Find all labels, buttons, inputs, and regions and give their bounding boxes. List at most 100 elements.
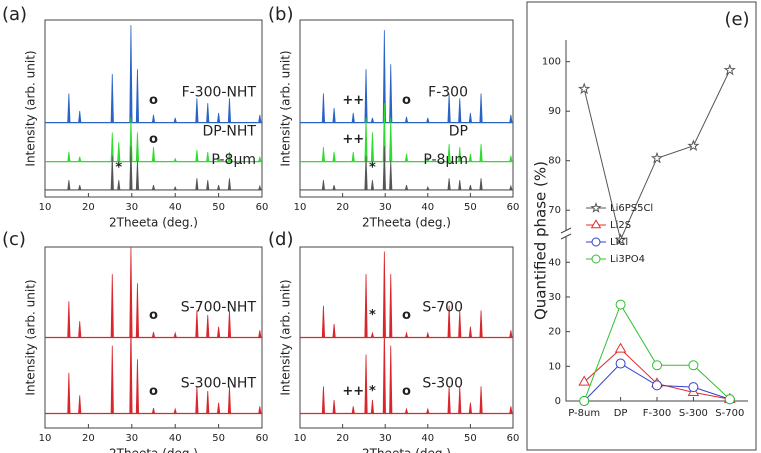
diffraction-peak bbox=[447, 386, 451, 414]
series-label: S-700-NHT bbox=[181, 300, 257, 316]
series-label: DP-NHT bbox=[202, 124, 256, 140]
y-tick-label: 40 bbox=[548, 257, 561, 268]
y-tick-label: 0 bbox=[555, 396, 561, 407]
diffraction-peak bbox=[110, 73, 114, 124]
data-point bbox=[615, 299, 626, 310]
data-point bbox=[652, 380, 662, 391]
diffraction-peak bbox=[370, 117, 375, 124]
diffraction-peak bbox=[364, 155, 368, 191]
x-tick-label: 50 bbox=[212, 433, 225, 444]
panel-e-border bbox=[526, 1, 757, 451]
diffraction-peak bbox=[216, 326, 221, 338]
diffraction-peak bbox=[468, 326, 473, 338]
peak-annotation: * bbox=[115, 160, 122, 175]
diffraction-peak bbox=[404, 184, 409, 191]
x-tick-label: 30 bbox=[379, 202, 392, 213]
diffraction-peak bbox=[258, 330, 262, 338]
diffraction-peak bbox=[364, 69, 368, 124]
y-tick-label: 30 bbox=[548, 292, 561, 303]
x-tick-label: 50 bbox=[464, 433, 477, 444]
diffraction-peak bbox=[458, 98, 462, 124]
y-tick-label: 100 bbox=[542, 57, 561, 68]
diffraction-peak bbox=[370, 399, 375, 414]
diffraction-peak bbox=[364, 274, 368, 338]
x-tick-label: S-700 bbox=[715, 408, 744, 419]
diffraction-peak bbox=[509, 184, 513, 191]
diffraction-peak bbox=[509, 114, 513, 124]
x-tick-label: 30 bbox=[125, 433, 138, 444]
data-point bbox=[591, 254, 601, 264]
peak-annotation: o bbox=[402, 93, 411, 108]
y-tick-label: 20 bbox=[548, 327, 561, 338]
diffraction-peak bbox=[447, 93, 451, 124]
diffraction-peak bbox=[227, 151, 232, 162]
series-label: S-700 bbox=[422, 300, 463, 316]
diffraction-peak bbox=[370, 132, 375, 162]
y-axis-label: Intensity (arb. unit) bbox=[279, 50, 293, 166]
x-tick-label: 50 bbox=[464, 202, 477, 213]
diffraction-peak bbox=[404, 116, 409, 124]
diffraction-peak bbox=[206, 390, 210, 414]
y-tick-label: 10 bbox=[548, 361, 561, 372]
diffraction-peak bbox=[404, 331, 409, 338]
peak-annotation: o bbox=[402, 384, 411, 399]
x-tick-label: 60 bbox=[507, 433, 520, 444]
data-point bbox=[723, 63, 736, 76]
diffraction-peak bbox=[258, 114, 262, 124]
diffraction-peak bbox=[389, 64, 393, 124]
diffraction-peak bbox=[151, 146, 156, 162]
series-label: S-300-NHT bbox=[181, 376, 257, 392]
diffraction-peak bbox=[216, 184, 221, 191]
peak-annotation: * bbox=[369, 384, 376, 399]
diffraction-peak bbox=[321, 180, 326, 191]
diffraction-peak bbox=[426, 117, 430, 124]
diffraction-peak bbox=[321, 305, 326, 338]
diffraction-peak bbox=[382, 327, 386, 414]
diffraction-peak bbox=[389, 117, 393, 162]
diffraction-peak bbox=[206, 103, 210, 124]
data-point bbox=[590, 219, 602, 229]
diffraction-peak bbox=[332, 184, 336, 191]
diffraction-peak bbox=[129, 323, 133, 414]
x-tick-label: 20 bbox=[82, 433, 95, 444]
x-axis-label: 2Theeta (deg.) bbox=[109, 447, 198, 453]
y-axis-label: Intensity (arb. unit) bbox=[24, 279, 38, 395]
diffraction-peak bbox=[447, 178, 451, 191]
diffraction-peak bbox=[332, 108, 336, 124]
x-tick-label: 20 bbox=[82, 202, 95, 213]
diffraction-peak bbox=[351, 406, 355, 414]
y-tick-label: 80 bbox=[548, 156, 561, 167]
diffraction-peak bbox=[206, 314, 210, 338]
data-point bbox=[591, 237, 601, 247]
diffraction-peak bbox=[227, 310, 232, 338]
diffraction-peak bbox=[78, 156, 82, 162]
x-axis-label: 2Theeta (deg.) bbox=[109, 216, 198, 230]
diffraction-peak bbox=[447, 144, 451, 162]
diffraction-peak bbox=[67, 301, 71, 338]
diffraction-peak bbox=[151, 331, 156, 338]
plot-frame bbox=[299, 19, 514, 198]
x-tick-label: 40 bbox=[169, 433, 182, 444]
diffraction-peak bbox=[110, 274, 114, 338]
diffraction-peak bbox=[404, 153, 409, 162]
diffraction-peak bbox=[364, 117, 368, 162]
diffraction-peak bbox=[479, 144, 483, 162]
diffraction-peak bbox=[151, 114, 156, 124]
diffraction-peak bbox=[468, 112, 473, 124]
diffraction-peak bbox=[151, 184, 156, 191]
data-point bbox=[650, 151, 664, 164]
diffraction-peak bbox=[458, 386, 462, 414]
x-tick-label: S-300 bbox=[679, 408, 708, 419]
diffraction-peak bbox=[370, 180, 375, 191]
diffraction-peak bbox=[332, 323, 336, 338]
diffraction-peak bbox=[332, 399, 336, 414]
x-tick-label: 10 bbox=[39, 202, 52, 213]
diffraction-peak bbox=[458, 146, 462, 162]
diffraction-peak bbox=[332, 151, 336, 162]
diffraction-peak bbox=[479, 310, 483, 338]
x-tick-label: 60 bbox=[256, 202, 269, 213]
diffraction-peak bbox=[129, 146, 133, 191]
data-point bbox=[724, 394, 735, 405]
diffraction-peak bbox=[479, 93, 483, 124]
diffraction-peak bbox=[426, 407, 430, 414]
